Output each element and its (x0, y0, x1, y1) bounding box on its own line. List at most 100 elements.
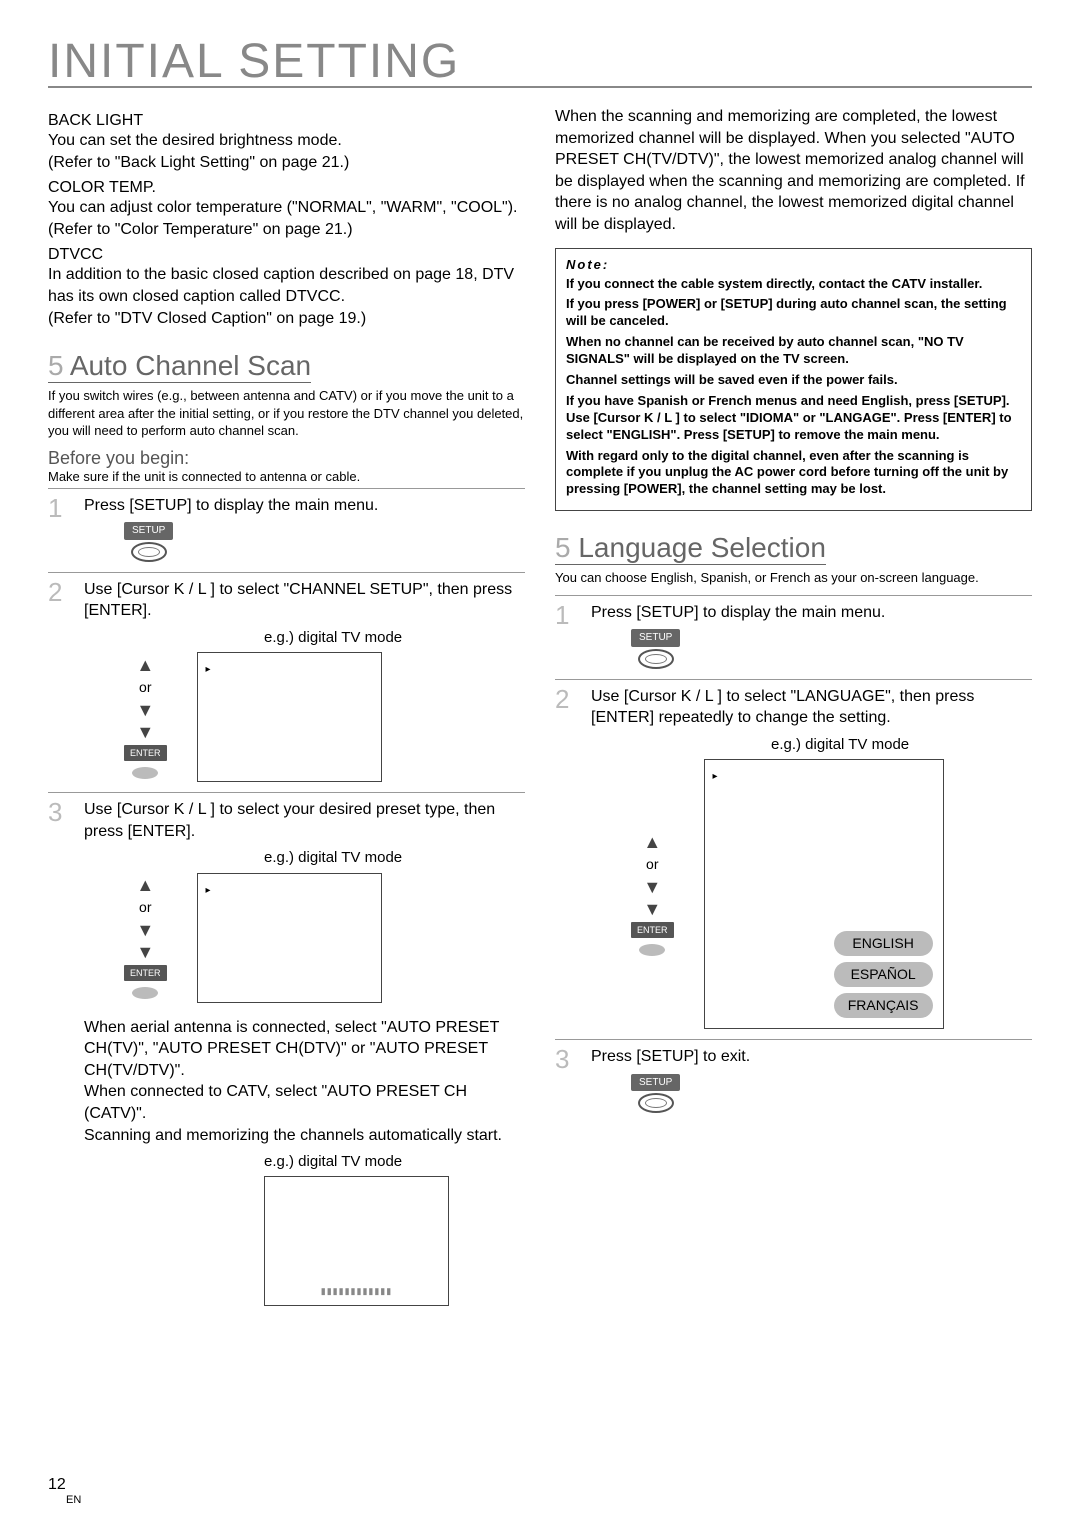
cursor-block: ▲ or ▼ ▼ ENTER (124, 656, 167, 779)
section-num: 5 (48, 350, 64, 381)
step-text: Use [Cursor K / L ] to select "CHANNEL S… (84, 579, 525, 622)
left-column: BACK LIGHT You can set the desired brigh… (48, 106, 525, 1316)
eg-label: e.g.) digital TV mode (771, 735, 1032, 755)
step-text: Press [SETUP] to display the main menu. (591, 602, 1032, 624)
step-num: 3 (555, 1046, 579, 1113)
item-line: (Refer to "DTV Closed Caption" on page 1… (48, 308, 525, 330)
play-icon: ▸ (713, 770, 718, 784)
cursor-down-icon: ▼ (136, 723, 154, 741)
step: 2 Use [Cursor K / L ] to select "CHANNEL… (48, 572, 525, 792)
or-label: or (139, 678, 151, 697)
note-box: Note: If you connect the cable system di… (555, 248, 1032, 512)
section-title: Auto Channel Scan (70, 350, 311, 381)
setup-label: SETUP (124, 522, 173, 540)
before-head: Before you begin: (48, 448, 525, 469)
setup-oval-icon (638, 649, 674, 669)
lang-option: FRANÇAIS (834, 993, 933, 1018)
note-item: If you have Spanish or French menus and … (566, 393, 1021, 444)
cursor-up-icon: ▲ (643, 833, 661, 851)
step-text: Press [SETUP] to exit. (591, 1046, 1032, 1068)
steps-auto: 1 Press [SETUP] to display the main menu… (48, 488, 525, 1317)
screen-box-lang: ▸ ENGLISH ESPAÑOL FRANÇAIS (704, 759, 944, 1029)
step-body: Use [Cursor K / L ] to select your desir… (84, 799, 525, 1306)
screen-box: ▸ (197, 652, 382, 782)
setup-button-graphic: SETUP (631, 1074, 680, 1114)
graphics-row: ▲ or ▼ ▼ ENTER ▸ ENGLISH ESPAÑOL (631, 759, 1032, 1029)
section-intro: If you switch wires (e.g., between anten… (48, 387, 525, 440)
lang-option: ENGLISH (834, 931, 933, 956)
tail-text: When aerial antenna is connected, select… (84, 1017, 525, 1147)
step: 1 Press [SETUP] to display the main menu… (555, 595, 1032, 679)
right-intro: When the scanning and memorizing are com… (555, 106, 1032, 236)
item-head: BACK LIGHT (48, 112, 525, 130)
note-list: If you connect the cable system directly… (566, 276, 1021, 499)
setup-oval-icon (638, 1093, 674, 1113)
section-intro: You can choose English, Spanish, or Fren… (555, 569, 1032, 587)
page-number: 12 (48, 1476, 66, 1493)
button-oval-icon (639, 944, 665, 956)
play-icon: ▸ (206, 884, 211, 898)
steps-lang: 1 Press [SETUP] to display the main menu… (555, 595, 1032, 1124)
step-num: 1 (555, 602, 579, 669)
or-label: or (646, 855, 658, 874)
step-num: 2 (48, 579, 72, 782)
eg-label: e.g.) digital TV mode (264, 848, 525, 868)
cursor-down-icon: ▼ (643, 900, 661, 918)
cursor-up-icon: ▲ (136, 656, 154, 674)
or-label: or (139, 898, 151, 917)
cursor-block: ▲ or ▼ ▼ ENTER (631, 833, 674, 956)
step-body: Press [SETUP] to exit. SETUP (591, 1046, 1032, 1113)
enter-label: ENTER (124, 745, 167, 761)
cursor-down-icon: ▼ (136, 701, 154, 719)
progress-bars-icon: ▮▮▮▮▮▮▮▮▮▮▮▮ (321, 1285, 392, 1297)
step-num: 2 (555, 686, 579, 1029)
section-heading-lang: 5 Language Selection (555, 533, 826, 565)
setup-label: SETUP (631, 1074, 680, 1092)
graphics-row: ▲ or ▼ ▼ ENTER ▸ (124, 652, 525, 782)
item-colortemp: COLOR TEMP. You can adjust color tempera… (48, 179, 525, 240)
content-columns: BACK LIGHT You can set the desired brigh… (48, 106, 1032, 1316)
cursor-down-icon: ▼ (136, 943, 154, 961)
item-line: (Refer to "Color Temperature" on page 21… (48, 219, 525, 241)
page-lang: EN (66, 1494, 81, 1506)
progress-box: ▮▮▮▮▮▮▮▮▮▮▮▮ (264, 1176, 449, 1306)
step: 3 Use [Cursor K / L ] to select your des… (48, 792, 525, 1316)
enter-label: ENTER (631, 922, 674, 938)
item-dtvcc: DTVCC In addition to the basic closed ca… (48, 246, 525, 329)
step-num: 1 (48, 495, 72, 562)
step: 3 Press [SETUP] to exit. SETUP (555, 1039, 1032, 1123)
note-item: When no channel can be received by auto … (566, 334, 1021, 368)
item-line: (Refer to "Back Light Setting" on page 2… (48, 152, 525, 174)
item-line: You can adjust color temperature ("NORMA… (48, 197, 525, 219)
note-item: If you press [POWER] or [SETUP] during a… (566, 296, 1021, 330)
eg-label: e.g.) digital TV mode (264, 628, 525, 648)
graphics-row: ▲ or ▼ ▼ ENTER ▸ (124, 873, 525, 1003)
item-line: You can set the desired brightness mode. (48, 130, 525, 152)
item-backlight: BACK LIGHT You can set the desired brigh… (48, 112, 525, 173)
item-head: COLOR TEMP. (48, 179, 525, 197)
step-body: Press [SETUP] to display the main menu. … (84, 495, 525, 562)
page-title: INITIAL SETTING (48, 38, 1032, 88)
section-num: 5 (555, 532, 571, 563)
lang-pills: ENGLISH ESPAÑOL FRANÇAIS (834, 931, 933, 1018)
button-oval-icon (132, 767, 158, 779)
step-body: Press [SETUP] to display the main menu. … (591, 602, 1032, 669)
step-text: Use [Cursor K / L ] to select "LANGUAGE"… (591, 686, 1032, 729)
setup-button-graphic: SETUP (124, 522, 173, 562)
item-head: DTVCC (48, 246, 525, 264)
step-text: Press [SETUP] to display the main menu. (84, 495, 525, 517)
setup-label: SETUP (631, 629, 680, 647)
enter-label: ENTER (124, 965, 167, 981)
step-text: Use [Cursor K / L ] to select your desir… (84, 799, 525, 842)
button-oval-icon (132, 987, 158, 999)
before-text: Make sure if the unit is connected to an… (48, 469, 525, 484)
step: 1 Press [SETUP] to display the main menu… (48, 488, 525, 572)
lang-option: ESPAÑOL (834, 962, 933, 987)
play-icon: ▸ (206, 663, 211, 677)
step-num: 3 (48, 799, 72, 1306)
cursor-block: ▲ or ▼ ▼ ENTER (124, 876, 167, 999)
setup-oval-icon (131, 542, 167, 562)
section-title: Language Selection (578, 532, 826, 563)
step-body: Use [Cursor K / L ] to select "LANGUAGE"… (591, 686, 1032, 1029)
step: 2 Use [Cursor K / L ] to select "LANGUAG… (555, 679, 1032, 1039)
